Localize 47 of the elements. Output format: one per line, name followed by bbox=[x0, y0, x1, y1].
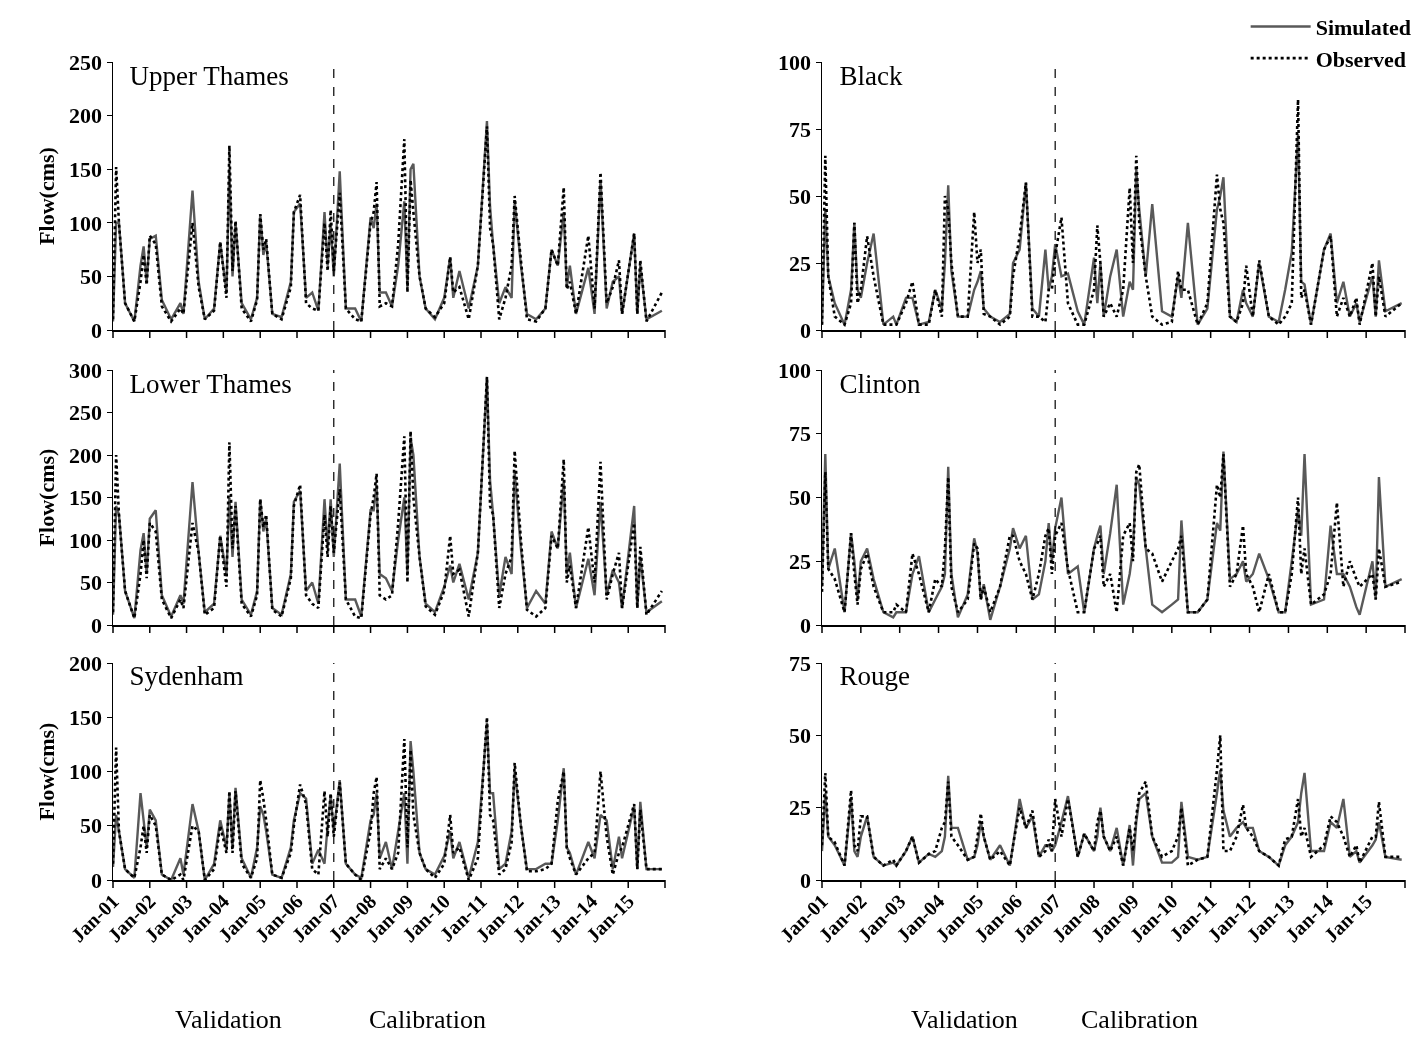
y-tick-label: 50 bbox=[789, 485, 812, 511]
legend-label: Simulated bbox=[1315, 15, 1412, 41]
y-tick-label: 75 bbox=[789, 650, 812, 676]
chart-title: Black bbox=[839, 60, 903, 91]
y-tick-label: 25 bbox=[789, 795, 812, 821]
y-tick-label: 100 bbox=[778, 357, 812, 383]
y-tick-label: 0 bbox=[91, 867, 103, 893]
y-tick-label: 0 bbox=[91, 612, 103, 638]
y-tick-label: 150 bbox=[69, 156, 103, 182]
y-tick-label: 100 bbox=[69, 759, 103, 785]
y-tick-label: 100 bbox=[69, 527, 103, 553]
y-tick-label: 250 bbox=[69, 49, 103, 75]
y-tick-label: 150 bbox=[69, 485, 103, 511]
y-tick-label: 100 bbox=[778, 49, 812, 75]
y-tick-label: 200 bbox=[69, 103, 103, 129]
y-tick-label: 50 bbox=[789, 183, 812, 209]
y-axis-title: Flow(cms) bbox=[34, 147, 60, 245]
y-tick-label: 200 bbox=[69, 442, 103, 468]
y-tick-label: 0 bbox=[91, 317, 103, 343]
y-tick-label: 0 bbox=[800, 867, 812, 893]
chart-title: Upper Thames bbox=[129, 60, 289, 91]
y-tick-label: 0 bbox=[800, 612, 812, 638]
y-tick-label: 100 bbox=[69, 210, 103, 236]
text: Validation bbox=[911, 1005, 1018, 1034]
chart-title: Lower Thames bbox=[129, 368, 292, 399]
chart-title: Rouge bbox=[839, 661, 910, 692]
y-tick-label: 300 bbox=[69, 357, 103, 383]
y-tick-label: 50 bbox=[789, 723, 812, 749]
y-tick-label: 50 bbox=[80, 264, 103, 290]
y-tick-label: 0 bbox=[800, 317, 812, 343]
legend-label: Observed bbox=[1315, 46, 1407, 72]
y-tick-label: 50 bbox=[80, 570, 103, 596]
y-tick-label: 75 bbox=[789, 116, 812, 142]
text: Validation bbox=[175, 1005, 282, 1034]
text: Calibration bbox=[1081, 1005, 1198, 1034]
text: Calibration bbox=[369, 1005, 486, 1034]
y-tick-label: 25 bbox=[789, 250, 812, 276]
chart-title: Sydenham bbox=[129, 661, 244, 692]
y-tick-label: 50 bbox=[80, 813, 103, 839]
y-axis-title: Flow(cms) bbox=[34, 722, 60, 821]
y-axis-title: Flow(cms) bbox=[34, 448, 60, 547]
y-tick-label: 25 bbox=[789, 548, 812, 574]
y-tick-label: 200 bbox=[69, 650, 103, 676]
y-tick-label: 75 bbox=[789, 421, 812, 447]
y-tick-label: 250 bbox=[69, 400, 103, 426]
chart-title: Clinton bbox=[839, 368, 921, 399]
y-tick-label: 150 bbox=[69, 704, 103, 730]
